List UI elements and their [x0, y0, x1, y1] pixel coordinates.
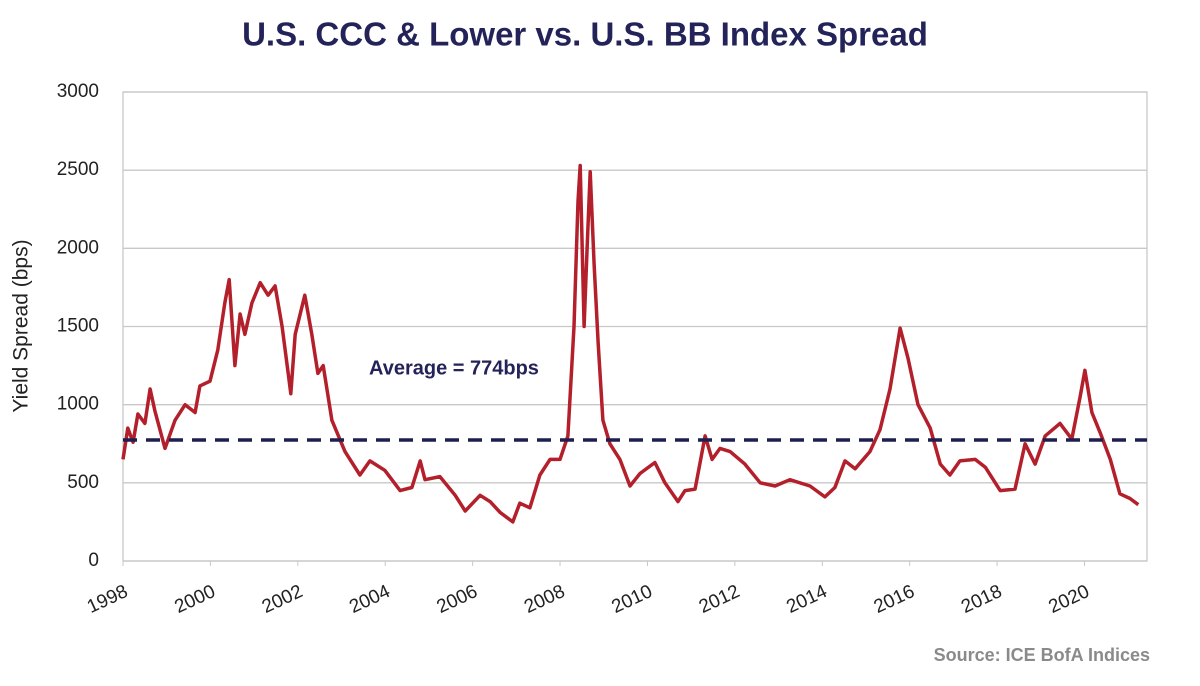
y-axis-label: Yield Spread (bps)	[10, 239, 33, 412]
y-tick-label: 2000	[57, 237, 99, 258]
y-tick-label: 500	[67, 472, 99, 493]
x-tick-label: 2014	[783, 581, 831, 618]
average-label: Average = 774bps	[369, 357, 539, 379]
x-tick-label: 2002	[259, 581, 306, 618]
x-tick-label: 2008	[521, 581, 568, 618]
data-line	[121, 163, 1140, 524]
y-tick-label: 0	[88, 550, 99, 571]
y-tick-label: 3000	[57, 81, 99, 102]
y-tick-label: 2500	[57, 159, 99, 180]
x-tick-label: 2020	[1046, 581, 1093, 618]
y-tick-label: 1500	[57, 316, 99, 337]
x-tick-label: 1998	[84, 581, 131, 618]
chart-title: U.S. CCC & Lower vs. U.S. BB Index Sprea…	[242, 16, 928, 53]
plot-frame	[122, 91, 1148, 562]
x-tick-label: 2004	[346, 581, 394, 618]
x-tick-label: 2016	[871, 581, 918, 618]
y-tick-label: 1000	[57, 394, 99, 415]
x-tick-label: 2012	[696, 581, 743, 618]
x-tick-label: 2000	[171, 581, 218, 618]
x-tick-label: 2018	[958, 581, 1005, 618]
x-tick-label: 2006	[434, 581, 481, 618]
x-tick-label: 2010	[608, 581, 655, 618]
source-note: Source: ICE BofA Indices	[934, 645, 1150, 665]
